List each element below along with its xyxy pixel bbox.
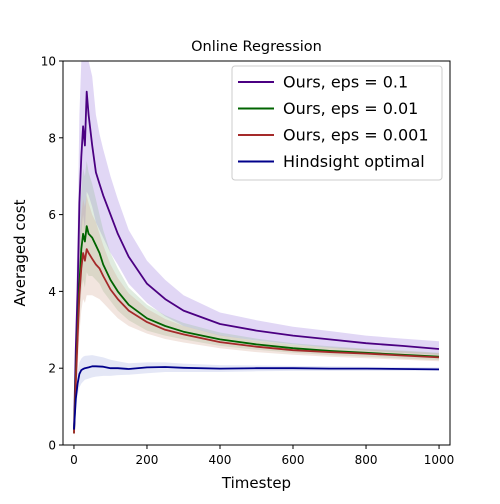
y-axis-label: Averaged cost	[11, 199, 29, 306]
x-tick-label: 200	[136, 453, 159, 467]
x-tick-label: 400	[209, 453, 232, 467]
x-tick-label: 800	[355, 453, 378, 467]
y-tick-label: 6	[48, 208, 56, 222]
series-4-band	[74, 355, 439, 434]
legend-hindsight-optimal-label: Hindsight optimal	[283, 152, 425, 171]
legend-ours-eps-0-001-label: Ours, eps = 0.001	[283, 126, 429, 145]
y-tick-label: 8	[48, 131, 56, 145]
x-axis-ticks: 0 200 400 600 800 1000	[70, 445, 454, 467]
x-axis-label: Timestep	[221, 474, 291, 492]
series-4-line	[73, 365, 440, 430]
y-axis-ticks: 0 2 4 6 8 10	[41, 55, 63, 453]
series-lines	[73, 90, 440, 434]
series-2-line	[73, 225, 440, 434]
y-tick-label: 2	[48, 362, 56, 376]
legend-ours-eps-0-1-label: Ours, eps = 0.1	[283, 73, 408, 92]
y-tick-label: 4	[48, 285, 56, 299]
legend: Ours, eps = 0.1 Ours, eps = 0.01 Ours, eps…	[231, 65, 443, 181]
y-tick-label: 0	[48, 439, 56, 453]
x-tick-label: 1000	[424, 453, 455, 467]
y-tick-label: 10	[41, 55, 56, 69]
plot-frame	[62, 60, 451, 446]
confidence-bands	[74, 61, 439, 438]
chart-title: Online Regression	[191, 39, 322, 55]
legend-ours-eps-0-01-label: Ours, eps = 0.01	[283, 99, 418, 118]
x-tick-label: 600	[282, 453, 305, 467]
series-3-line	[73, 248, 440, 434]
series-3-band	[74, 195, 439, 438]
series-1-line	[73, 90, 440, 430]
series-1-band	[74, 61, 439, 434]
legend-box	[231, 65, 443, 181]
x-tick-label: 0	[70, 453, 78, 467]
